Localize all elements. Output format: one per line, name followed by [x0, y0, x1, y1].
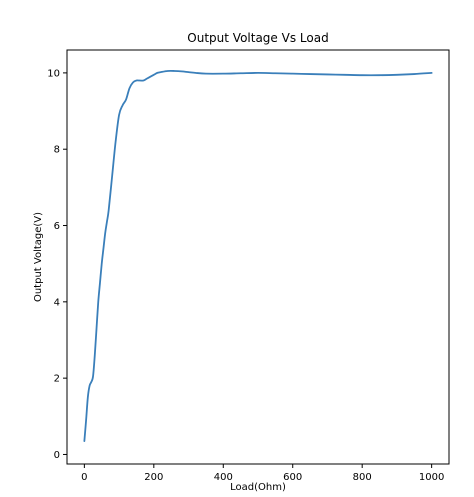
- x-tick-label: 0: [81, 472, 87, 483]
- y-tick-label: 2: [54, 374, 60, 385]
- y-tick-label: 0: [54, 450, 60, 461]
- y-tick-label: 4: [54, 297, 60, 308]
- x-axis: 0 200 400 600 800 1000: [81, 464, 444, 483]
- y-axis-label: Output Voltage(V): [33, 212, 44, 302]
- series-line: [83, 69, 433, 443]
- y-tick-label: 8: [54, 145, 60, 156]
- y-axis: 0 2 4 6 8 10: [47, 68, 67, 461]
- plot-frame: [66, 49, 450, 465]
- x-axis-label: Load(Ohm): [230, 482, 286, 493]
- x-tick-label: 800: [353, 472, 372, 483]
- chart-title: Output Voltage Vs Load: [187, 31, 328, 45]
- x-tick-label: 200: [144, 472, 163, 483]
- x-tick-label: 400: [214, 472, 233, 483]
- x-tick-label: 1000: [419, 472, 444, 483]
- y-tick-label: 6: [54, 221, 60, 232]
- x-tick-label: 600: [283, 472, 302, 483]
- y-tick-label: 10: [47, 68, 60, 79]
